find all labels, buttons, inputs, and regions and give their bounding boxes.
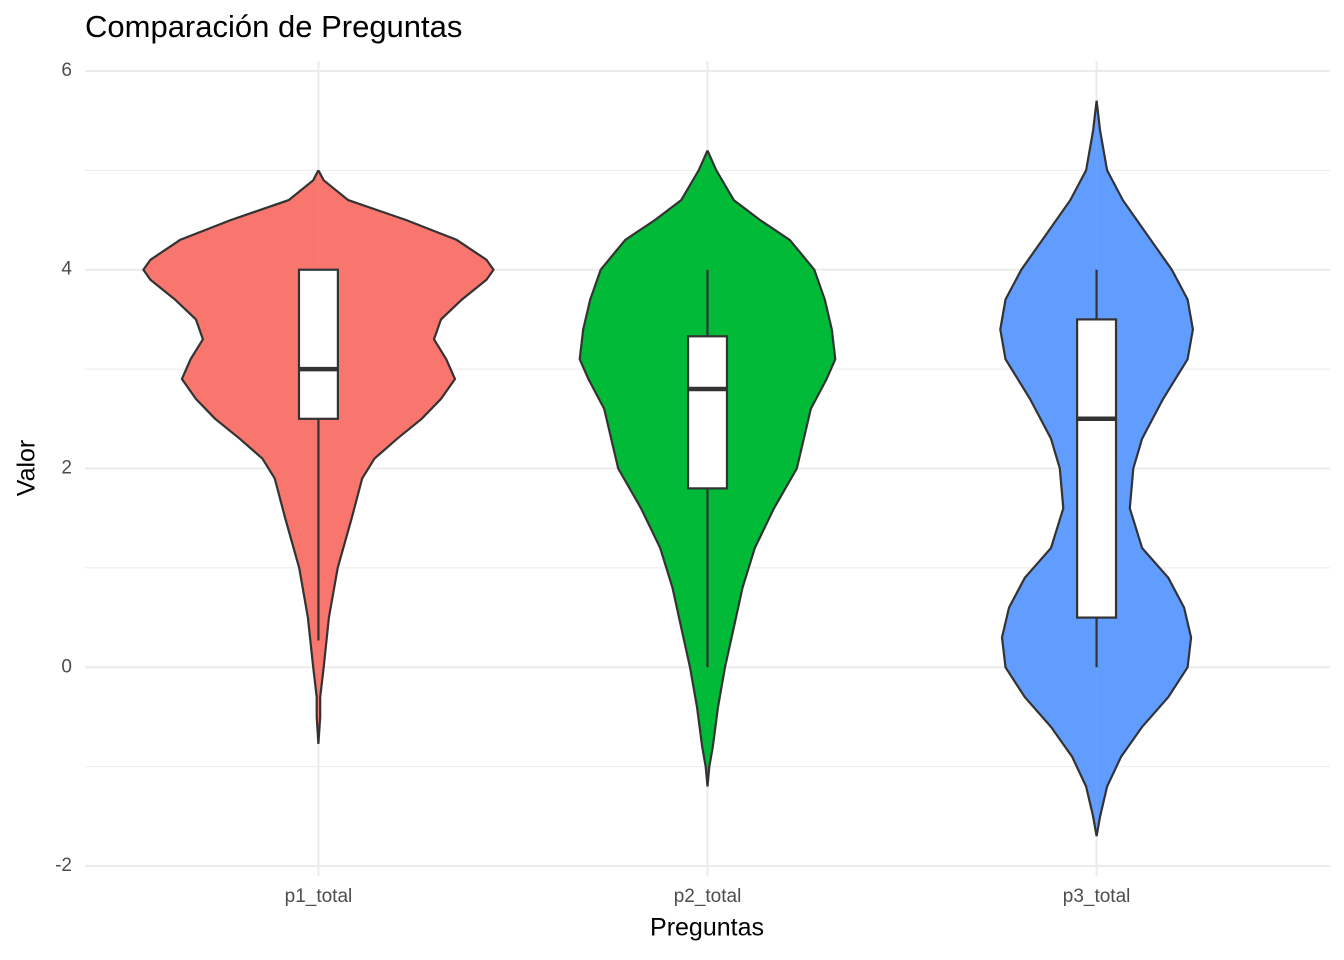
violin-outline bbox=[1095, 100, 1195, 837]
box bbox=[1076, 318, 1118, 619]
violin-outline bbox=[706, 150, 837, 787]
y-tick-label: 4 bbox=[61, 259, 72, 280]
violin-fill bbox=[318, 170, 494, 744]
violin-outline bbox=[317, 169, 495, 744]
y-axis-label: Valor bbox=[13, 440, 41, 497]
violin-fill bbox=[707, 150, 836, 787]
violin-outline bbox=[142, 169, 320, 744]
x-tick-label: p1_total bbox=[285, 886, 353, 907]
chart-title: Comparación de Preguntas bbox=[85, 9, 462, 44]
y-tick-label: 6 bbox=[61, 60, 72, 81]
box bbox=[297, 268, 339, 420]
x-axis-label: Preguntas bbox=[650, 914, 764, 942]
y-tick-label: 0 bbox=[61, 656, 72, 677]
violin-outline bbox=[578, 150, 709, 787]
violin-fill bbox=[579, 150, 708, 787]
violin-fill bbox=[1000, 100, 1097, 837]
violin-fill bbox=[143, 170, 319, 744]
box bbox=[686, 335, 729, 490]
y-tick-label: -2 bbox=[55, 855, 72, 876]
x-tick-label: p3_total bbox=[1063, 886, 1131, 907]
y-tick-label: 2 bbox=[61, 458, 72, 479]
violin-fill bbox=[1096, 100, 1193, 837]
x-tick-label: p2_total bbox=[674, 886, 742, 907]
violin-outline bbox=[999, 100, 1098, 837]
